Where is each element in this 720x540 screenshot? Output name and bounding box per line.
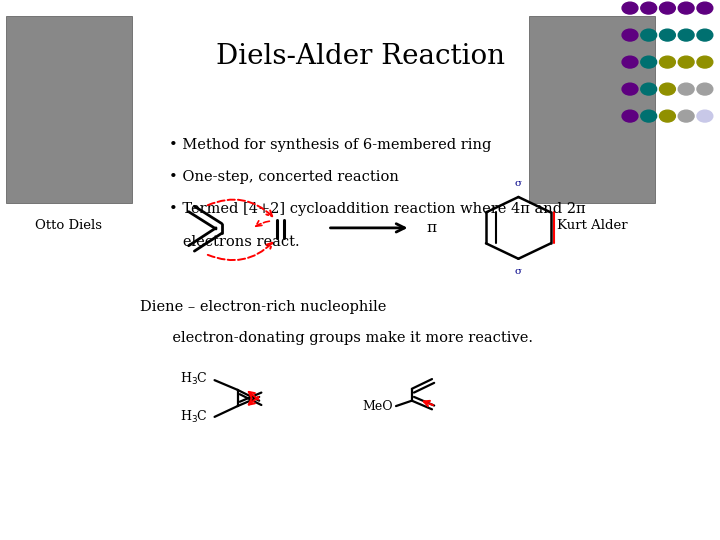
Circle shape: [678, 29, 694, 41]
Circle shape: [678, 2, 694, 14]
Circle shape: [641, 2, 657, 14]
Circle shape: [641, 29, 657, 41]
Text: MeO: MeO: [363, 400, 393, 413]
FancyBboxPatch shape: [529, 16, 655, 202]
Circle shape: [622, 2, 638, 14]
Circle shape: [622, 29, 638, 41]
Circle shape: [622, 56, 638, 68]
Text: Diene – electron-rich nucleophile: Diene – electron-rich nucleophile: [140, 300, 387, 314]
Text: π: π: [426, 221, 436, 235]
Circle shape: [678, 110, 694, 122]
Circle shape: [660, 2, 675, 14]
Circle shape: [660, 56, 675, 68]
Text: Otto Diels: Otto Diels: [35, 219, 102, 232]
Circle shape: [641, 83, 657, 95]
Circle shape: [660, 29, 675, 41]
Text: electron-donating groups make it more reactive.: electron-donating groups make it more re…: [140, 331, 534, 345]
Circle shape: [697, 110, 713, 122]
Text: H$_3$C: H$_3$C: [181, 371, 208, 387]
Text: H$_3$C: H$_3$C: [181, 409, 208, 425]
Circle shape: [678, 83, 694, 95]
Circle shape: [660, 110, 675, 122]
Text: • One-step, concerted reaction: • One-step, concerted reaction: [169, 170, 399, 184]
Text: Kurt Alder: Kurt Alder: [557, 219, 628, 232]
Text: σ: σ: [515, 267, 522, 276]
Circle shape: [697, 2, 713, 14]
Text: electrons react.: electrons react.: [169, 235, 300, 249]
Circle shape: [697, 83, 713, 95]
Circle shape: [678, 56, 694, 68]
Circle shape: [641, 110, 657, 122]
FancyBboxPatch shape: [6, 16, 132, 202]
Text: • Termed [4+2] cycloaddition reaction where 4π and 2π: • Termed [4+2] cycloaddition reaction wh…: [169, 202, 586, 217]
Circle shape: [622, 110, 638, 122]
Circle shape: [697, 56, 713, 68]
Circle shape: [660, 83, 675, 95]
Text: σ: σ: [515, 179, 522, 188]
Text: • Method for synthesis of 6-membered ring: • Method for synthesis of 6-membered rin…: [169, 138, 492, 152]
Circle shape: [622, 83, 638, 95]
Circle shape: [697, 29, 713, 41]
Circle shape: [641, 56, 657, 68]
Text: Diels-Alder Reaction: Diels-Alder Reaction: [215, 43, 505, 70]
